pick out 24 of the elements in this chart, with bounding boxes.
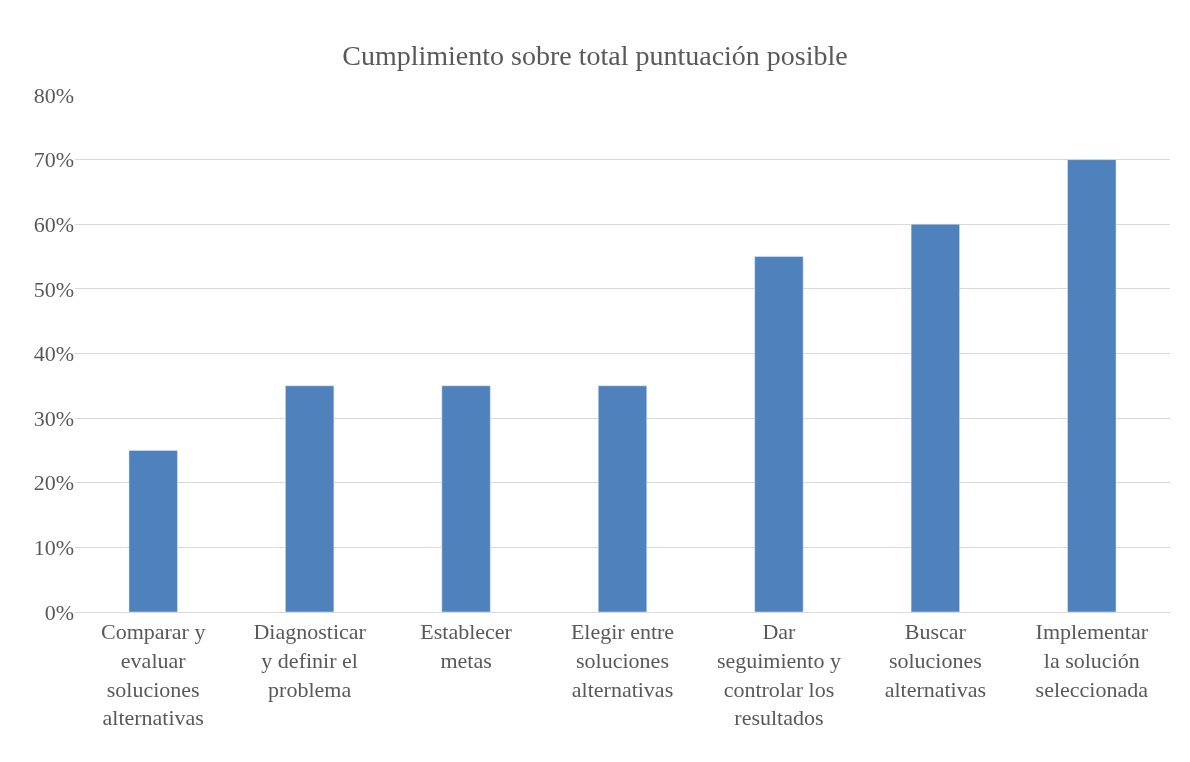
- bar: [128, 450, 178, 612]
- x-tick-label: Buscar soluciones alternativas: [884, 619, 987, 702]
- y-tick-label: 50%: [33, 276, 74, 302]
- x-tick-label: Implementar la solución seleccionada: [1035, 619, 1149, 702]
- x-tick-label: Elegir entre soluciones alternativas: [570, 619, 675, 702]
- y-tick-label: 0%: [44, 599, 74, 625]
- bar: [598, 385, 647, 612]
- bar: [285, 385, 335, 612]
- bar: [910, 224, 960, 612]
- y-tick-label: 20%: [33, 470, 74, 496]
- bar: [441, 385, 491, 612]
- bar: [1067, 159, 1117, 612]
- chart-title: Cumplimiento sobre total puntuación posible: [342, 40, 848, 72]
- x-tick-label: Diagnosticar y definir el problema: [253, 619, 367, 702]
- y-tick-label: 40%: [33, 341, 74, 367]
- x-tick-label: Dar seguimiento y controlar los resultados: [716, 619, 841, 731]
- bar: [754, 256, 804, 612]
- x-tick-label: Establecer metas: [420, 619, 513, 673]
- y-tick-label: 10%: [33, 535, 74, 561]
- y-tick-label: 70%: [33, 147, 74, 173]
- y-tick-label: 60%: [33, 211, 74, 237]
- y-tick-label: 80%: [33, 82, 74, 108]
- y-tick-label: 30%: [33, 405, 74, 431]
- x-tick-label: Comparar y evaluar soluciones alternativas: [100, 619, 206, 731]
